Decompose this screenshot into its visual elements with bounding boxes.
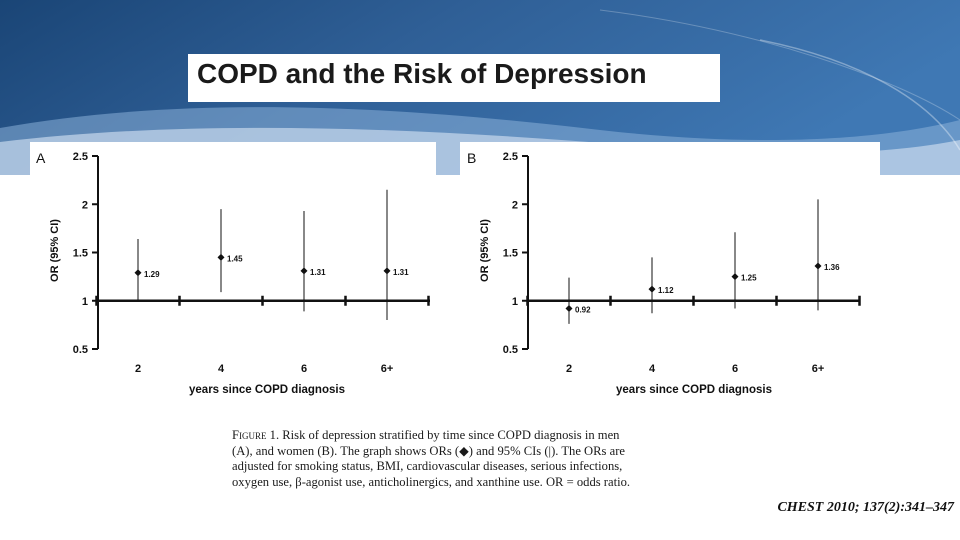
or-value-label: 1.36 [824, 263, 840, 272]
x-tick-label: 6 [301, 363, 307, 375]
banner-arc [759, 39, 960, 151]
or-value-label: 1.31 [393, 268, 409, 277]
x-tick-label: 2 [135, 363, 141, 375]
x-tick-label: 2 [566, 363, 572, 375]
panel-label: A [36, 150, 46, 166]
or-value-label: 1.31 [310, 268, 326, 277]
y-axis-label: OR (95% CI) [479, 219, 491, 282]
x-tick-label: 4 [649, 363, 656, 375]
caption-label: Figure 1. [232, 428, 280, 442]
page-title: COPD and the Risk of Depression [197, 58, 647, 89]
y-tick-label: 0.5 [73, 344, 88, 356]
x-axis-label: years since COPD diagnosis [616, 384, 772, 396]
or-point [383, 267, 391, 275]
or-value-label: 1.25 [741, 274, 757, 283]
y-tick-label: 2.5 [73, 151, 88, 163]
banner-arc [599, 9, 960, 121]
y-tick-label: 1 [512, 296, 518, 308]
y-axis-label: OR (95% CI) [49, 219, 61, 282]
or-point [134, 269, 142, 277]
or-value-label: 1.12 [658, 286, 674, 295]
chart-panel-b-background [460, 142, 880, 404]
y-tick-label: 1 [82, 296, 88, 308]
or-value-label: 1.29 [144, 270, 160, 279]
or-value-label: 1.45 [227, 254, 243, 263]
or-value-label: 0.92 [575, 305, 591, 314]
or-point [565, 304, 573, 312]
y-tick-label: 1.5 [503, 248, 518, 260]
x-axis-label: years since COPD diagnosis [189, 384, 345, 396]
y-tick-label: 0.5 [503, 344, 518, 356]
y-tick-label: 2 [82, 199, 88, 211]
x-tick-label: 6 [732, 363, 738, 375]
panel-label: B [467, 150, 476, 166]
or-point [814, 262, 822, 270]
x-tick-label: 6+ [812, 363, 825, 375]
caption-text: Risk of depression stratified by time si… [232, 428, 631, 489]
citation: CHEST 2010; 137(2):341–347 [777, 500, 954, 515]
y-tick-label: 1.5 [73, 248, 88, 260]
y-tick-label: 2.5 [503, 151, 518, 163]
figure-caption: Figure 1. Risk of depression stratified … [232, 428, 632, 490]
or-point [300, 267, 308, 275]
y-tick-label: 2 [512, 199, 518, 211]
or-point [217, 253, 225, 261]
or-point [731, 273, 739, 281]
title-box: COPD and the Risk of Depression [188, 54, 720, 102]
or-point [648, 285, 656, 293]
x-tick-label: 4 [218, 363, 225, 375]
x-tick-label: 6+ [381, 363, 394, 375]
